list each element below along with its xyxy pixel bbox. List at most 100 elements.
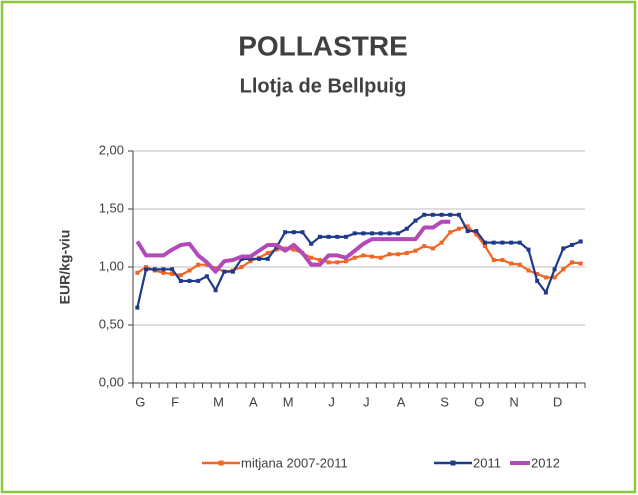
data-point: [326, 260, 331, 265]
data-point: [483, 244, 488, 249]
data-point: [265, 256, 270, 261]
data-point: [491, 258, 496, 263]
legend-label: 2012: [531, 455, 560, 470]
data-point: [448, 212, 453, 217]
data-point: [370, 254, 375, 259]
data-point: [413, 248, 418, 253]
data-point: [239, 265, 244, 269]
data-point: [422, 244, 427, 249]
x-tick-label: J: [328, 394, 335, 409]
x-tick-label: M: [283, 394, 294, 409]
data-point: [561, 246, 566, 251]
data-point: [309, 241, 314, 246]
x-tick-label: G: [135, 394, 145, 409]
data-point: [474, 229, 479, 234]
data-point: [352, 231, 357, 236]
data-point: [396, 252, 401, 257]
data-point: [535, 278, 540, 283]
x-tick-label: A: [249, 394, 258, 409]
data-point: [343, 234, 348, 239]
data-point: [135, 270, 140, 275]
data-point: [535, 271, 540, 276]
data-point: [222, 269, 227, 274]
y-tick-label: 2,00: [99, 142, 124, 157]
y-tick-label: 0,00: [99, 374, 124, 389]
data-point: [239, 256, 244, 261]
legend-label: mitjana 2007-2011: [241, 455, 348, 470]
data-point: [187, 278, 192, 283]
data-point: [569, 260, 574, 265]
x-tick-label: M: [213, 394, 224, 409]
data-point: [561, 267, 566, 272]
data-point: [187, 268, 192, 273]
data-point: [430, 212, 435, 217]
data-point: [404, 251, 409, 256]
data-point: [309, 255, 314, 260]
data-point: [352, 255, 357, 260]
chart-subtitle: Llotja de Bellpuig: [240, 75, 407, 97]
data-point: [144, 267, 149, 272]
data-point: [378, 255, 383, 260]
series-line: [136, 213, 582, 308]
data-point: [543, 275, 548, 280]
data-point: [517, 240, 522, 245]
x-tick-label: N: [509, 394, 518, 409]
data-point: [474, 232, 479, 237]
data-point: [257, 256, 262, 261]
data-point: [387, 231, 392, 236]
y-axis-label: EUR/kg-viu: [57, 230, 73, 305]
data-point: [230, 269, 235, 274]
data-point: [517, 262, 522, 267]
data-point: [161, 270, 166, 275]
data-point: [456, 212, 461, 217]
data-point: [317, 234, 322, 239]
data-point: [196, 262, 201, 267]
data-point: [135, 305, 140, 310]
data-point: [543, 290, 548, 295]
data-point: [317, 258, 322, 263]
data-point: [456, 226, 461, 231]
data-point: [196, 278, 201, 283]
data-point: [552, 275, 557, 280]
chart-title: POLLASTRE: [238, 30, 408, 61]
legend-label: 2011: [473, 455, 501, 470]
data-point: [491, 240, 496, 245]
x-tick-label: A: [397, 394, 406, 409]
data-point: [500, 240, 505, 245]
x-tick-label: J: [363, 394, 370, 409]
data-point: [439, 212, 444, 217]
data-point: [526, 247, 531, 252]
legend-marker: [450, 460, 456, 466]
data-point: [404, 226, 409, 231]
y-tick-label: 1,00: [99, 258, 124, 273]
data-point: [439, 240, 444, 245]
data-point: [144, 265, 149, 269]
data-point: [178, 273, 183, 278]
data-point: [422, 212, 427, 217]
legend-marker: [218, 460, 224, 466]
data-point: [378, 231, 383, 236]
data-point: [178, 278, 183, 283]
x-tick-label: S: [440, 394, 449, 409]
data-point: [465, 224, 470, 229]
series-line: [135, 219, 451, 274]
data-point: [387, 252, 392, 257]
data-point: [265, 251, 270, 256]
data-point: [509, 261, 514, 266]
y-tick-label: 1,50: [99, 200, 124, 215]
data-point: [213, 288, 218, 293]
data-point: [526, 268, 531, 273]
data-point: [335, 234, 340, 239]
data-point: [335, 260, 340, 265]
x-tick-label: D: [553, 394, 562, 409]
data-point: [204, 274, 209, 279]
data-point: [326, 234, 331, 239]
data-point: [291, 247, 296, 252]
data-point: [552, 267, 557, 272]
data-point: [370, 231, 375, 236]
data-point: [343, 259, 348, 264]
data-point: [161, 267, 166, 272]
data-point: [500, 258, 505, 263]
